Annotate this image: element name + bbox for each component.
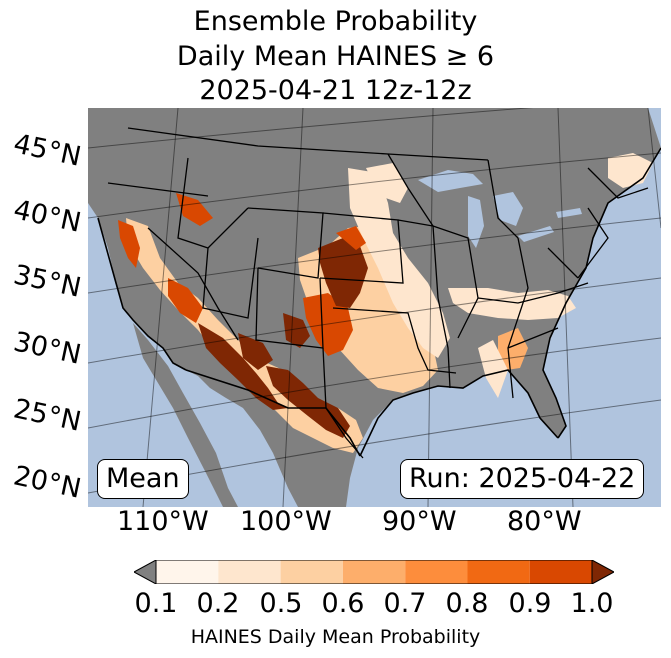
colorbar-bin-1 [156, 560, 219, 584]
colorbar-bin-6 [467, 560, 530, 584]
colorbar-tick-0.5: 0.5 [259, 588, 303, 619]
colorbar-bin-7 [529, 560, 592, 584]
lat-label-45: 45°N [10, 128, 84, 173]
title-line-1: Ensemble Probability [193, 6, 478, 37]
title-line-3: 2025-04-21 12z-12z [199, 75, 472, 106]
colorbar-tick-0.9: 0.9 [508, 588, 552, 619]
state-borders [107, 127, 649, 459]
colorbar-tick-1.0: 1.0 [570, 588, 614, 619]
map-svg [88, 108, 661, 507]
probability-field [118, 153, 653, 453]
map-panel: Mean Run: 2025-04-22 [88, 108, 661, 507]
lake-huron [493, 192, 523, 226]
colorbar-tick-0.6: 0.6 [321, 588, 365, 619]
lat-label-25: 25°N [10, 393, 84, 438]
colorbar-tick-0.2: 0.2 [196, 588, 240, 619]
lat-label-35: 35°N [10, 259, 84, 304]
title-line-2: Daily Mean HAINES ≥ 6 [176, 41, 495, 72]
colorbar-tick-0.7: 0.7 [383, 588, 427, 619]
baja-peninsula [133, 323, 238, 507]
colorbar-label: HAINES Daily Mean Probability [190, 626, 481, 648]
lon-label-110w: 110°W [117, 506, 209, 537]
colorbar-over-triangle [591, 560, 614, 584]
statistic-label-box: Mean [97, 459, 189, 499]
run-date-label-box: Run: 2025-04-22 [400, 459, 645, 499]
colorbar-bin-3 [280, 560, 343, 584]
colorbar-under-triangle [134, 560, 157, 584]
colorbar-tick-0.1: 0.1 [134, 588, 178, 619]
lat-label-20: 20°N [10, 460, 84, 505]
coastline [97, 147, 661, 457]
colorbar-bin-4 [342, 560, 406, 584]
colorbar-tick-0.8: 0.8 [445, 588, 489, 619]
colorbar-bin-2 [218, 560, 281, 584]
colorbar-bin-5 [405, 560, 468, 584]
colorbar [134, 560, 614, 584]
colorbar-frame [155, 560, 593, 584]
lat-label-40: 40°N [10, 194, 84, 239]
lake-erie [518, 226, 554, 242]
lake-ontario [556, 208, 582, 218]
lake-superior [418, 170, 483, 192]
lon-label-90w: 90°W [382, 506, 457, 537]
lake-michigan [468, 196, 484, 248]
lat-label-30: 30°N [10, 326, 84, 371]
lon-label-80w: 80°W [507, 506, 582, 537]
lon-label-100w: 100°W [240, 506, 332, 537]
